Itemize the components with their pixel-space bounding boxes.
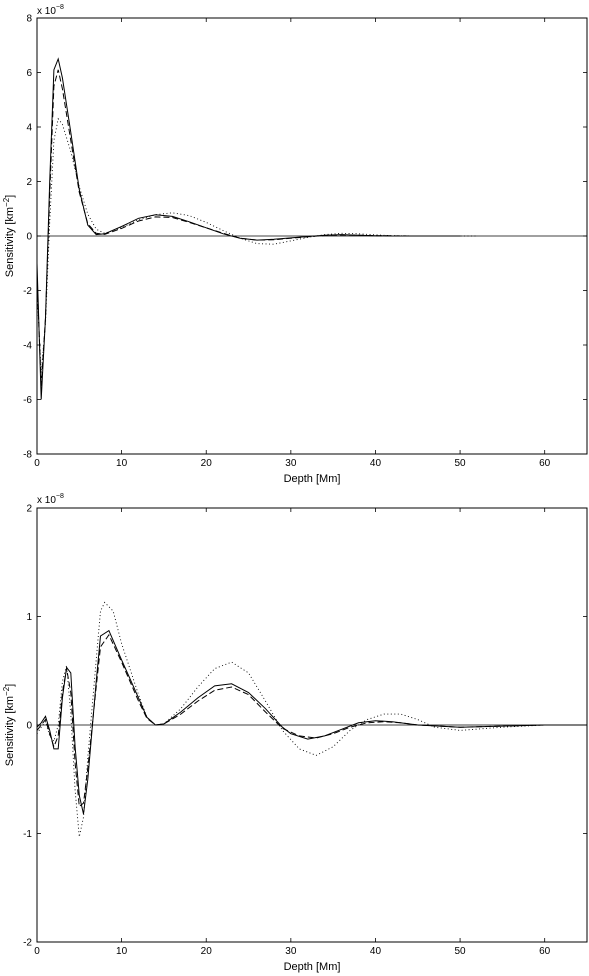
y-tick-label: -6 bbox=[23, 395, 32, 406]
series-line-dotted bbox=[36, 601, 587, 837]
tick-marks bbox=[36, 17, 587, 455]
series-lines bbox=[36, 601, 587, 837]
x-tick-label: 30 bbox=[285, 946, 297, 957]
y-tick-label: 1 bbox=[26, 612, 32, 623]
tick-labels: 0 10 20 30 40 50 60 -8 -6 -4 -2 0 2 4 6 8 bbox=[23, 14, 551, 470]
x-tick-label: 20 bbox=[201, 946, 213, 957]
y-tick-label: 2 bbox=[26, 504, 32, 515]
y-tick-label: -4 bbox=[23, 341, 32, 352]
y-tick-label: 2 bbox=[26, 177, 32, 188]
tick-labels: 0 10 20 30 40 50 60 -2 -1 0 1 2 bbox=[23, 504, 551, 958]
y-tick-label: 0 bbox=[26, 721, 32, 732]
x-tick-label: 40 bbox=[370, 458, 382, 469]
x-tick-label: 60 bbox=[539, 458, 551, 469]
x-axis-label: Depth [Mm] bbox=[284, 961, 341, 973]
x-tick-label: 60 bbox=[539, 946, 551, 957]
y-tick-label: 4 bbox=[26, 123, 32, 134]
scale-factor: x 10−8 bbox=[37, 493, 64, 506]
chart-bottom: 0 10 20 30 40 50 60 -2 -1 0 1 2 x 10−8 Depth [Mm] S… bbox=[2, 493, 588, 973]
y-tick-label: -1 bbox=[23, 829, 32, 840]
y-axis-label: Sensitivity [km−2] bbox=[2, 684, 16, 766]
x-tick-label: 20 bbox=[201, 458, 213, 469]
series-line-solid bbox=[36, 57, 461, 400]
x-tick-label: 0 bbox=[34, 946, 40, 957]
x-tick-label: 10 bbox=[116, 946, 128, 957]
x-tick-label: 40 bbox=[370, 946, 382, 957]
y-tick-label: 8 bbox=[26, 14, 32, 25]
x-tick-label: 30 bbox=[285, 458, 297, 469]
y-tick-label: 6 bbox=[26, 68, 32, 79]
y-axis-label: Sensitivity [km−2] bbox=[2, 195, 16, 277]
y-tick-label: -2 bbox=[23, 938, 32, 949]
x-tick-label: 10 bbox=[116, 458, 128, 469]
series-line-dotted bbox=[36, 117, 477, 373]
x-axis-label: Depth [Mm] bbox=[284, 473, 341, 485]
x-tick-label: 50 bbox=[455, 458, 467, 469]
series-lines bbox=[36, 57, 477, 400]
scale-factor: x 10−8 bbox=[37, 4, 64, 17]
series-line-dashed bbox=[36, 69, 461, 386]
y-tick-label: -8 bbox=[23, 450, 32, 461]
series-line-dashed bbox=[36, 633, 587, 808]
x-tick-label: 50 bbox=[455, 946, 467, 957]
y-tick-label: 0 bbox=[26, 232, 32, 243]
x-tick-label: 0 bbox=[34, 458, 40, 469]
chart-top: 0 10 20 30 40 50 60 -8 -6 -4 -2 0 2 4 6 8 x 10−8 Depth … bbox=[2, 4, 588, 485]
y-tick-label: -2 bbox=[23, 286, 32, 297]
